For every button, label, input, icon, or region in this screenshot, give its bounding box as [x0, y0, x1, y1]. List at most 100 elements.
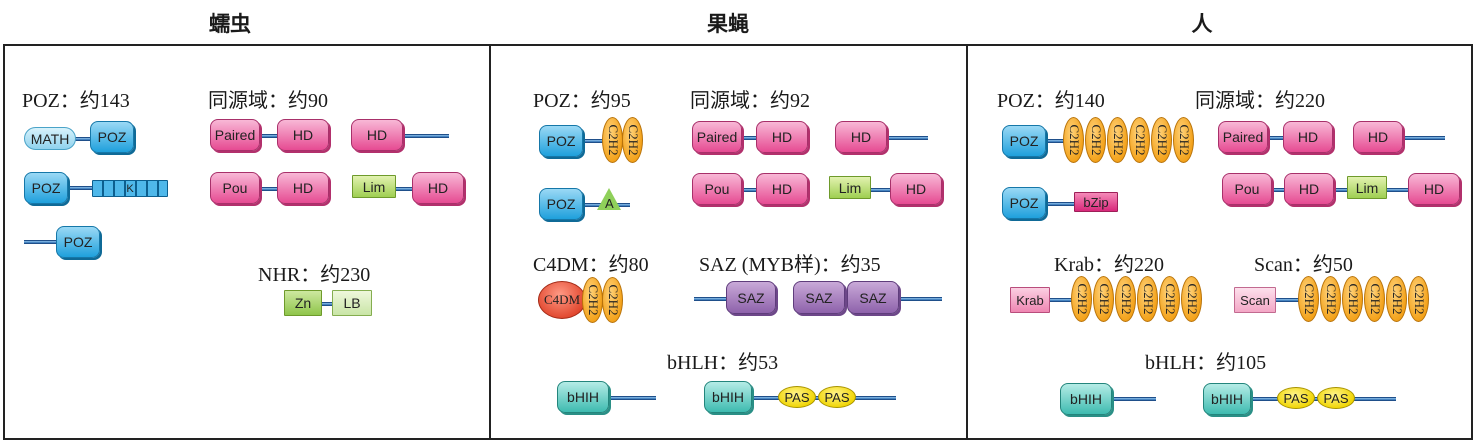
header-worm: 蠕虫 — [209, 12, 251, 36]
column-divider — [966, 44, 968, 440]
bhlh-domain: bHIH — [1203, 383, 1251, 415]
hd-domain: HD — [277, 119, 329, 151]
c2h2-zinc-finger: C2H2 — [602, 117, 623, 163]
fly-c4dm-label: C4DM：约80 — [533, 254, 649, 276]
human-bhlh-label: bHLH：约105 — [1145, 352, 1267, 374]
a-domain-triangle — [597, 188, 621, 210]
poz-domain: POZ — [1002, 125, 1046, 157]
lim-domain: Lim — [829, 176, 871, 199]
protein-backbone — [1255, 188, 1435, 192]
human-homeodomain-label: 同源域：约220 — [1195, 90, 1325, 112]
c2h2-zinc-finger: C2H2 — [1107, 117, 1128, 163]
c2h2-zinc-finger: C2H2 — [1386, 276, 1407, 322]
protein-backbone — [1030, 202, 1080, 206]
c2h2-zinc-finger: C2H2 — [1063, 117, 1084, 163]
hd-domain: HD — [412, 172, 464, 204]
bzip-domain: bZip — [1074, 192, 1118, 212]
k-repeat-domain: K — [92, 180, 168, 197]
protein-backbone — [735, 188, 775, 192]
c2h2-zinc-finger: C2H2 — [1115, 276, 1136, 322]
protein-backbone — [864, 188, 904, 192]
diagram-frame — [3, 44, 1473, 440]
bhlh-domain: bHIH — [704, 381, 752, 413]
human-poz-label: POZ：约140 — [997, 90, 1105, 112]
paired-domain: Paired — [692, 121, 742, 153]
column-divider — [489, 44, 491, 440]
c2h2-zinc-finger: C2H2 — [622, 117, 643, 163]
c4dm-domain: C4DM — [538, 281, 586, 319]
bhlh-domain: bHIH — [1060, 383, 1112, 415]
protein-backbone — [250, 134, 290, 138]
zn-domain: Zn — [284, 290, 322, 316]
hd-domain: HD — [1284, 173, 1334, 205]
worm-homeodomain-label: 同源域：约90 — [208, 90, 328, 112]
protein-backbone — [880, 297, 942, 301]
krab-domain: Krab — [1010, 287, 1050, 313]
c2h2-zinc-finger: C2H2 — [1181, 276, 1202, 322]
pas-domain: PAS — [1317, 387, 1355, 409]
pas-domain: PAS — [778, 386, 816, 408]
poz-domain: POZ — [24, 172, 68, 204]
hd-domain: HD — [756, 173, 808, 205]
poz-domain: POZ — [539, 125, 583, 157]
lim-domain: Lim — [1347, 176, 1387, 199]
c2h2-zinc-finger: C2H2 — [1151, 117, 1172, 163]
poz-domain: POZ — [1002, 187, 1046, 219]
hd-domain: HD — [351, 119, 403, 151]
hd-domain: HD — [756, 121, 808, 153]
worm-poz-label: POZ：约143 — [22, 90, 130, 112]
c2h2-zinc-finger: C2H2 — [1159, 276, 1180, 322]
saz-domain: SAZ — [793, 281, 845, 314]
paired-domain: Paired — [1218, 121, 1268, 153]
pas-domain: PAS — [818, 386, 856, 408]
saz-domain: SAZ — [726, 281, 776, 314]
c2h2-zinc-finger: C2H2 — [1071, 276, 1092, 322]
c2h2-zinc-finger: C2H2 — [1129, 117, 1150, 163]
protein-backbone — [1030, 139, 1070, 143]
protein-backbone — [600, 396, 656, 400]
poz-domain: POZ — [56, 226, 100, 258]
lb-domain: LB — [332, 290, 372, 316]
human-krab-label: Krab：约220 — [1054, 254, 1164, 276]
hd-domain: HD — [835, 121, 887, 153]
fly-homeodomain-label: 同源域：约92 — [690, 90, 810, 112]
hd-domain: HD — [1283, 121, 1333, 153]
poz-domain: POZ — [539, 188, 583, 220]
fly-saz-label: SAZ (MYB样)：约35 — [699, 254, 881, 276]
protein-backbone — [570, 139, 610, 143]
bhlh-domain: bHIH — [557, 381, 609, 413]
poz-domain: POZ — [90, 121, 134, 153]
protein-backbone — [880, 136, 928, 140]
header-fly: 果蝇 — [707, 12, 749, 36]
hd-domain: HD — [1353, 121, 1403, 153]
c2h2-zinc-finger: C2H2 — [1085, 117, 1106, 163]
fly-bhlh-label: bHLH：约53 — [667, 352, 779, 374]
protein-backbone — [24, 240, 64, 244]
fly-poz-label: POZ：约95 — [533, 90, 631, 112]
protein-backbone — [250, 187, 290, 191]
protein-backbone — [390, 187, 430, 191]
worm-nhr-label: NHR：约230 — [258, 264, 371, 286]
c2h2-zinc-finger: C2H2 — [1298, 276, 1319, 322]
hd-domain: HD — [1408, 173, 1460, 205]
protein-backbone — [1100, 397, 1156, 401]
c2h2-zinc-finger: C2H2 — [1173, 117, 1194, 163]
pou-domain: Pou — [692, 173, 742, 205]
c2h2-zinc-finger: C2H2 — [1408, 276, 1429, 322]
protein-backbone — [1040, 298, 1080, 302]
scan-domain: Scan — [1234, 287, 1276, 313]
hd-domain: HD — [277, 172, 329, 204]
human-scan-label: Scan：约50 — [1254, 254, 1353, 276]
math-domain: MATH — [24, 127, 76, 150]
pou-domain: Pou — [1222, 173, 1272, 205]
protein-backbone — [735, 136, 775, 140]
protein-backbone — [395, 134, 449, 138]
protein-backbone — [60, 137, 100, 141]
protein-backbone — [1265, 298, 1305, 302]
protein-backbone — [1395, 136, 1445, 140]
saz-domain: SAZ — [847, 281, 899, 314]
pas-domain: PAS — [1277, 387, 1315, 409]
pou-domain: Pou — [210, 172, 260, 204]
c2h2-zinc-finger: C2H2 — [602, 277, 623, 323]
protein-backbone — [1255, 136, 1295, 140]
